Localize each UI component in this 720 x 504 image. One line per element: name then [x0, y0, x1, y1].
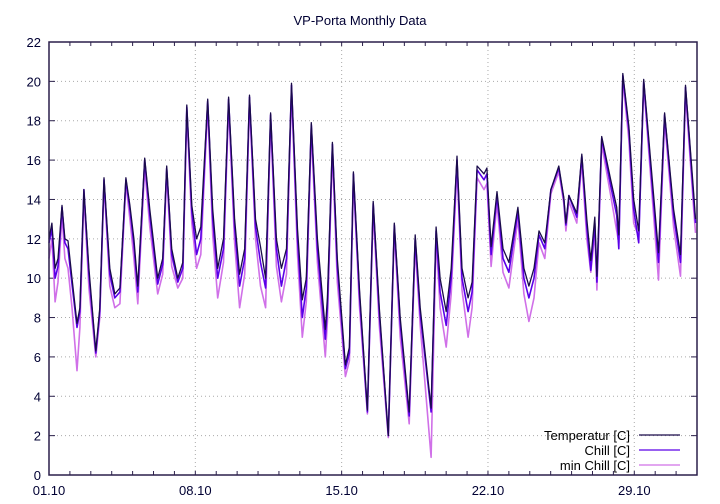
- legend-label: Chill [C]: [584, 443, 630, 458]
- plot-frame: [48, 41, 698, 476]
- x-axis: 01.10 08.10 15.10 22.10 29.10: [33, 42, 698, 498]
- x-tick-label: 22.10: [472, 483, 505, 498]
- y-axis: 0 2 4 6 8 10 12 14 16 18 20 22: [27, 35, 697, 483]
- y-tick-label: 8: [34, 311, 41, 326]
- y-tick-label: 12: [27, 232, 41, 247]
- x-tick-label: 08.10: [179, 483, 212, 498]
- x-tick-label: 01.10: [33, 483, 66, 498]
- x-tick-label: 15.10: [325, 483, 358, 498]
- y-tick-label: 18: [27, 114, 41, 129]
- y-tick-label: 22: [27, 35, 41, 50]
- chart-title: VP-Porta Monthly Data: [294, 13, 428, 28]
- y-tick-label: 20: [27, 74, 41, 89]
- legend: Temperatur [C]Chill [C]min Chill [C]: [544, 428, 680, 473]
- y-tick-label: 6: [34, 350, 41, 365]
- grid-lines: [49, 42, 697, 475]
- y-tick-label: 0: [34, 468, 41, 483]
- legend-label: Temperatur [C]: [544, 428, 630, 443]
- series-lines: [48, 72, 697, 459]
- series-line-min-chill-c: [48, 78, 697, 459]
- y-tick-label: 2: [34, 429, 41, 444]
- legend-label: min Chill [C]: [560, 458, 630, 473]
- y-tick-label: 10: [27, 271, 41, 286]
- x-tick-label: 29.10: [618, 483, 651, 498]
- y-tick-label: 16: [27, 153, 41, 168]
- series-line-temperatur-c: [48, 72, 697, 437]
- y-tick-label: 4: [34, 389, 41, 404]
- y-tick-label: 14: [27, 192, 41, 207]
